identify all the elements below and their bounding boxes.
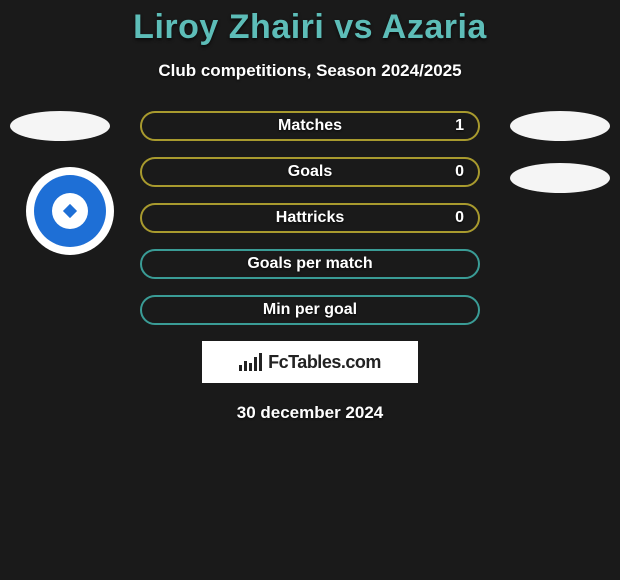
page-title: Liroy Zhairi vs Azaria <box>0 8 620 47</box>
page-subtitle: Club competitions, Season 2024/2025 <box>0 61 620 81</box>
content-area: Matches 1 Goals 0 Hattricks 0 Goals per … <box>0 111 620 423</box>
player2-badge-mid <box>510 163 610 193</box>
player2-badge-top <box>510 111 610 141</box>
branding-badge[interactable]: FcTables.com <box>202 341 418 383</box>
stat-value: 1 <box>455 117 464 135</box>
stat-rows: Matches 1 Goals 0 Hattricks 0 Goals per … <box>140 111 480 325</box>
bar-chart-icon <box>239 353 262 371</box>
branding-text: FcTables.com <box>268 352 381 373</box>
stat-value: 0 <box>455 209 464 227</box>
soccer-ball-icon <box>52 193 88 229</box>
stat-label: Goals <box>288 163 332 181</box>
stat-label: Min per goal <box>263 301 357 319</box>
stat-value: 0 <box>455 163 464 181</box>
date-line: 30 december 2024 <box>0 403 620 423</box>
stat-bar-matches: Matches 1 <box>140 111 480 141</box>
stat-bar-hattricks: Hattricks 0 <box>140 203 480 233</box>
stat-label: Matches <box>278 117 342 135</box>
club-logo-inner <box>34 175 106 247</box>
stat-label: Hattricks <box>276 209 344 227</box>
stat-bar-goals-per-match: Goals per match <box>140 249 480 279</box>
player1-badge-top <box>10 111 110 141</box>
stat-bar-min-per-goal: Min per goal <box>140 295 480 325</box>
stat-bar-goals: Goals 0 <box>140 157 480 187</box>
club-logo <box>26 167 114 255</box>
stat-label: Goals per match <box>247 255 372 273</box>
header: Liroy Zhairi vs Azaria Club competitions… <box>0 0 620 81</box>
